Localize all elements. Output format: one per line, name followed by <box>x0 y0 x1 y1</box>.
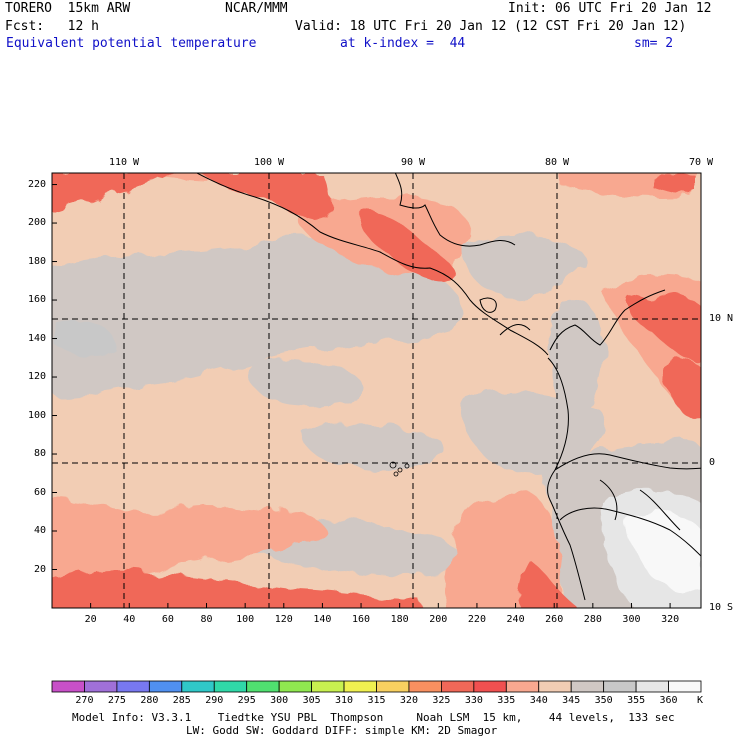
legend-label: 270 <box>75 695 94 706</box>
legend-label: 285 <box>172 695 191 706</box>
y-tick-label: 20 <box>33 563 46 575</box>
legend-label: 350 <box>594 695 613 706</box>
legend-label: 315 <box>367 695 386 706</box>
x-tick-label: 140 <box>313 614 332 625</box>
legend-label: 360 <box>659 695 678 706</box>
legend-label: 295 <box>237 695 256 706</box>
x-tick-label: 220 <box>467 614 486 625</box>
legend-label: 275 <box>107 695 126 706</box>
y-tick-label: 180 <box>27 255 46 267</box>
x-tick-label: 280 <box>583 614 602 625</box>
x-tick-label: 260 <box>545 614 564 625</box>
lon-label-70w: 70 W <box>688 157 714 168</box>
galapagos-islands <box>389 461 410 477</box>
x-tick-label: 100 <box>236 614 255 625</box>
legend-label: 320 <box>399 695 418 706</box>
y-tick-label: 220 <box>27 178 46 190</box>
lon-label-110w: 110 W <box>108 157 140 168</box>
x-tick-label: 60 <box>161 614 174 625</box>
legend-label: 345 <box>562 695 581 706</box>
plot-frame <box>51 172 702 609</box>
x-tick-marks <box>90 603 671 608</box>
level-info: at k-index = 44 <box>340 36 466 51</box>
y-tick-label: 60 <box>33 486 46 498</box>
legend-label: 300 <box>270 695 289 706</box>
x-tick-label: 120 <box>274 614 293 625</box>
lat-label-10n: 10 N <box>709 313 734 324</box>
x-tick-label: 20 <box>84 614 97 625</box>
x-tick-label: 300 <box>622 614 641 625</box>
lon-label-90w: 90 W <box>400 157 426 168</box>
legend-label: 290 <box>205 695 224 706</box>
forecast-hour: Fcst: 12 h <box>5 19 99 34</box>
model-name: TORERO 15km ARW <box>5 1 131 16</box>
valid-time: Valid: 18 UTC Fri 20 Jan 12 (12 CST Fri … <box>295 19 687 34</box>
x-tick-label: 320 <box>661 614 680 625</box>
legend-label: 310 <box>335 695 354 706</box>
x-tick-label: 80 <box>200 614 213 625</box>
lat-label-10s: 10 S <box>709 602 734 613</box>
y-tick-label: 80 <box>33 448 46 460</box>
lon-label-100w: 100 W <box>253 157 285 168</box>
legend-label: 335 <box>497 695 516 706</box>
y-tick-label: 200 <box>27 217 46 229</box>
init-time: Init: 06 UTC Fri 20 Jan 12 <box>508 1 712 16</box>
y-tick-label: 120 <box>27 371 46 383</box>
y-tick-label: 40 <box>33 525 46 536</box>
legend-label: 280 <box>140 695 159 706</box>
y-tick-label: 100 <box>27 409 46 421</box>
x-tick-label: 240 <box>506 614 525 625</box>
legend-label: 340 <box>529 695 548 706</box>
physics-info-line: LW: Godd SW: Goddard DIFF: simple KM: 2D… <box>186 724 498 737</box>
coastline-layer <box>195 173 701 601</box>
organization: NCAR/MMM <box>225 1 288 16</box>
shading-layer <box>52 173 701 608</box>
smoothing-info: sm= 2 <box>634 36 674 51</box>
x-tick-label: 40 <box>123 614 136 625</box>
x-tick-label: 200 <box>429 614 448 625</box>
y-tick-marks <box>52 184 57 571</box>
lat-label-eq: 0 <box>709 457 716 468</box>
model-info-line: Model Info: V3.3.1 Tiedtke YSU PBL Thomp… <box>72 711 675 724</box>
legend-label: 330 <box>464 695 483 706</box>
x-tick-label: 160 <box>352 614 371 625</box>
lon-label-80w: 80 W <box>544 157 570 168</box>
lat-lon-grid <box>52 173 701 608</box>
y-tick-label: 160 <box>27 294 46 306</box>
field-name: Equivalent potential temperature <box>6 36 257 51</box>
legend-label: 325 <box>432 695 451 706</box>
legend-unit: K <box>697 695 704 706</box>
legend-label: 305 <box>302 695 321 706</box>
y-tick-label: 140 <box>27 332 46 344</box>
x-tick-label: 180 <box>390 614 409 625</box>
legend-label: 355 <box>627 695 646 706</box>
